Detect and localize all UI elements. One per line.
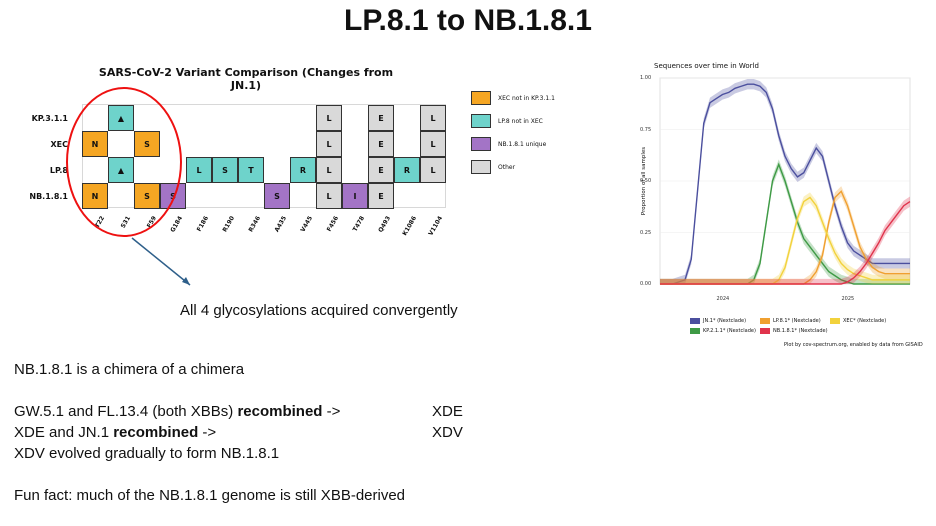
heatmap-cell: E bbox=[368, 105, 394, 131]
heatmap-row-label: LP.8 bbox=[49, 166, 68, 175]
heatmap-cell: L bbox=[420, 105, 446, 131]
linechart-ytick: 0.75 bbox=[640, 126, 652, 133]
linechart-legend-swatch bbox=[690, 318, 700, 324]
heatmap-cell: R bbox=[394, 157, 420, 183]
legend-swatch bbox=[471, 114, 491, 128]
heatmap-cell: L bbox=[316, 157, 342, 183]
line2-bold: recombined bbox=[237, 403, 323, 420]
line3-suffix: -> bbox=[198, 424, 217, 441]
linechart-legend-swatch bbox=[830, 318, 840, 324]
linechart-series-line bbox=[660, 83, 910, 285]
linechart-ytick: 0.00 bbox=[640, 281, 652, 287]
heatmap-cell: L bbox=[316, 131, 342, 157]
heatmap-cell: L bbox=[420, 157, 446, 183]
legend-label: Other bbox=[498, 164, 516, 171]
legend-swatch bbox=[471, 137, 491, 151]
heatmap-cell: I bbox=[342, 183, 368, 209]
linechart-xtick: 2025 bbox=[841, 296, 855, 302]
glycosylation-caption: All 4 glycosylations acquired convergent… bbox=[180, 302, 458, 319]
body-line-2: GW.5.1 and FL.13.4 (both XBBs) recombine… bbox=[14, 403, 340, 420]
body-line-3: XDE and JN.1 recombined -> bbox=[14, 424, 216, 441]
heatmap-cell: S bbox=[264, 183, 290, 209]
line2-suffix: -> bbox=[322, 403, 341, 420]
linechart-ci-band bbox=[660, 159, 910, 284]
linechart-ci-band bbox=[660, 186, 910, 284]
heatmap-cell: E bbox=[368, 131, 394, 157]
linechart-ytick: 0.50 bbox=[640, 178, 652, 184]
legend-swatch bbox=[471, 91, 491, 105]
heatmap-row-label: KP.3.1.1 bbox=[31, 114, 68, 123]
legend-label: LP.8 not in XEC bbox=[498, 118, 543, 125]
linechart-legend-label: JN.1* (Nextclade) bbox=[703, 318, 747, 324]
linechart-legend-label: XEC* (Nextclade) bbox=[843, 318, 887, 324]
body-line-4: XDV evolved gradually to form NB.1.8.1 bbox=[14, 445, 280, 462]
body-line-1: NB.1.8.1 is a chimera of a chimera bbox=[14, 361, 245, 378]
linechart-title: Sequences over time in World bbox=[654, 62, 759, 70]
line3-bold: recombined bbox=[113, 424, 199, 441]
heatmap-cell: E bbox=[368, 183, 394, 209]
heatmap-cell: L bbox=[316, 105, 342, 131]
body-line-2-right: XDE bbox=[432, 403, 463, 420]
body-line-5: Fun fact: much of the NB.1.8.1 genome is… bbox=[14, 487, 406, 504]
slide-title: LP.8.1 to NB.1.8.1 bbox=[344, 4, 592, 37]
legend-label: XEC not in KP.3.1.1 bbox=[498, 95, 555, 102]
heatmap-cell: L bbox=[420, 131, 446, 157]
linechart-legend-label: NB.1.8.1* (Nextclade) bbox=[773, 328, 828, 334]
legend-swatch bbox=[471, 160, 491, 174]
highlight-ellipse bbox=[66, 87, 182, 237]
linechart-ytick: 0.25 bbox=[640, 229, 652, 236]
linechart-legend-label: LP.8.1* (Nextclade) bbox=[773, 318, 821, 324]
heatmap-row-label: NB.1.8.1 bbox=[29, 192, 68, 201]
heatmap-cell: L bbox=[186, 157, 212, 183]
heatmap-cell: R bbox=[290, 157, 316, 183]
heatmap-cell: L bbox=[316, 183, 342, 209]
linechart-legend-label: KP.2.1.1* (Nextclade) bbox=[703, 328, 756, 334]
linechart-series-line bbox=[660, 201, 911, 285]
heatmap-title: SARS-CoV-2 Variant Comparison (Changes f… bbox=[98, 66, 394, 92]
linechart-legend-swatch bbox=[690, 328, 700, 334]
line3-prefix: XDE and JN.1 bbox=[14, 424, 114, 441]
heatmap-cell: E bbox=[368, 157, 394, 183]
heatmap-row-label: XEC bbox=[50, 140, 68, 149]
linechart-legend-swatch bbox=[760, 318, 770, 324]
heatmap-cell: T bbox=[238, 157, 264, 183]
linechart-legend-swatch bbox=[760, 328, 770, 334]
line2-prefix: GW.5.1 and FL.13.4 (both XBBs) bbox=[14, 403, 238, 420]
legend-label: NB.1.8.1 unique bbox=[498, 141, 547, 148]
linechart-xtick: 2024 bbox=[716, 296, 730, 302]
linechart-credit: Plot by cov-spectrum.org, enabled by dat… bbox=[784, 342, 923, 348]
linechart-ytick: 1.00 bbox=[640, 75, 652, 81]
body-line-3-right: XDV bbox=[432, 424, 463, 441]
heatmap-cell: S bbox=[212, 157, 238, 183]
